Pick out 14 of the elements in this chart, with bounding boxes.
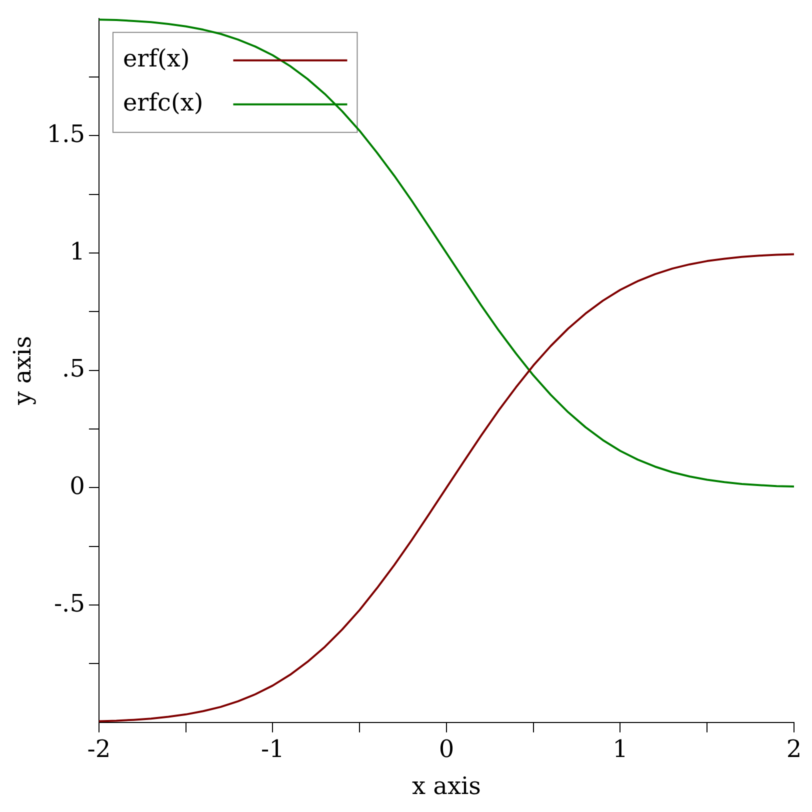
x-tick-label: 2 <box>786 735 802 764</box>
y-tick-label: .5 <box>62 354 85 383</box>
y-tick-label: 1 <box>70 237 85 266</box>
x-axis-title: x axis <box>412 772 481 800</box>
x-tick-label: 0 <box>438 735 454 764</box>
x-tick-label: -1 <box>261 735 284 764</box>
x-tick-label: -2 <box>87 735 111 764</box>
legend-label: erfc(x) <box>122 88 204 117</box>
y-tick-label: -.5 <box>54 589 85 618</box>
x-tick-label: 1 <box>612 735 628 764</box>
y-axis-title: y axis <box>8 336 37 406</box>
legend-label: erf(x) <box>122 44 190 73</box>
y-tick-label: 1.5 <box>46 120 85 148</box>
y-tick-label: 0 <box>70 472 85 500</box>
